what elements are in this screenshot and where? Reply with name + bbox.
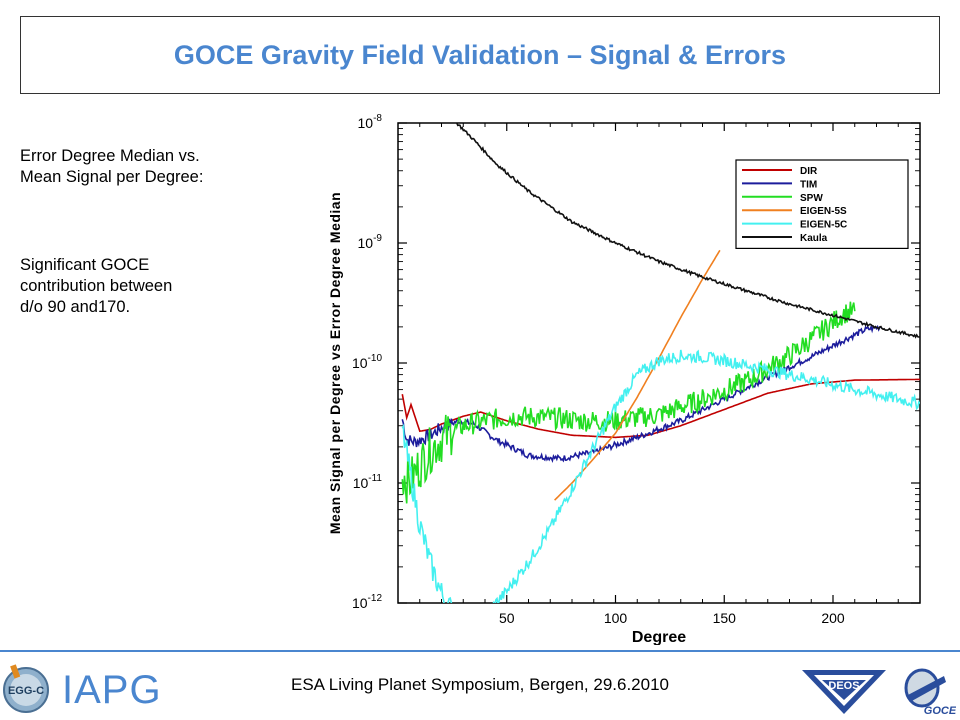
conclusion-line: Significant GOCE [20, 256, 150, 274]
x-tick-label: 100 [604, 610, 628, 626]
svg-text:DEOS: DEOS [828, 680, 859, 692]
y-tick-label: 10-11 [353, 473, 383, 491]
degree-median-chart: 50 100 150 200 10-8 10-9 10-10 10-11 10-12 Degree… [327, 113, 921, 645]
conclusion-line: contribution between [20, 277, 173, 295]
title-box: GOCE Gravity Field Validation – Signal &… [20, 16, 940, 94]
egg-c-logo: EGG-C [3, 664, 49, 713]
goce-logo: GOCE [904, 668, 956, 717]
legend-box [735, 159, 909, 250]
series-line-kaula [455, 123, 920, 339]
x-axis-title: Degree [632, 629, 686, 645]
legend-label: DIR [800, 166, 818, 177]
deos-logo: DEOS [802, 670, 886, 714]
svg-text:EGG-C: EGG-C [8, 685, 44, 697]
conclusion-block: Significant GOCE contribution between d/… [20, 255, 172, 318]
y-tick-label: 10-8 [358, 113, 383, 131]
page-title: GOCE Gravity Field Validation – Signal &… [173, 39, 787, 70]
iapg-logo-text: IAPG [62, 668, 162, 712]
legend-label: EIGEN-5S [800, 206, 847, 217]
description-line: Mean Signal per Degree: [20, 168, 204, 186]
legend-label: EIGEN-5C [800, 220, 847, 231]
x-tick-label: 50 [499, 610, 515, 626]
footer-divider [0, 650, 960, 652]
svg-text:GOCE: GOCE [924, 705, 956, 717]
series-group [401, 123, 920, 603]
x-tick-label: 150 [713, 610, 737, 626]
series-line-spw [401, 301, 856, 504]
x-tick-label: 200 [821, 610, 845, 626]
footer-event-text: ESA Living Planet Symposium, Bergen, 29.… [290, 675, 669, 694]
legend-label: Kaula [800, 233, 828, 244]
y-tick-label: 10-12 [352, 593, 382, 611]
description-block: Error Degree Median vs. Mean Signal per … [20, 146, 203, 188]
y-tick-label: 10-9 [358, 233, 383, 251]
legend-label: TIM [800, 179, 817, 190]
conclusion-line: d/o 90 and170. [20, 298, 131, 316]
legend-label: SPW [800, 193, 823, 204]
series-line-tim [401, 324, 882, 464]
series-line-eigen-5c [401, 349, 920, 603]
y-axis-title: Mean Signal per Degree vs Error Degree M… [327, 192, 343, 534]
y-tick-label: 10-10 [352, 353, 382, 371]
description-line: Error Degree Median vs. [20, 147, 200, 165]
